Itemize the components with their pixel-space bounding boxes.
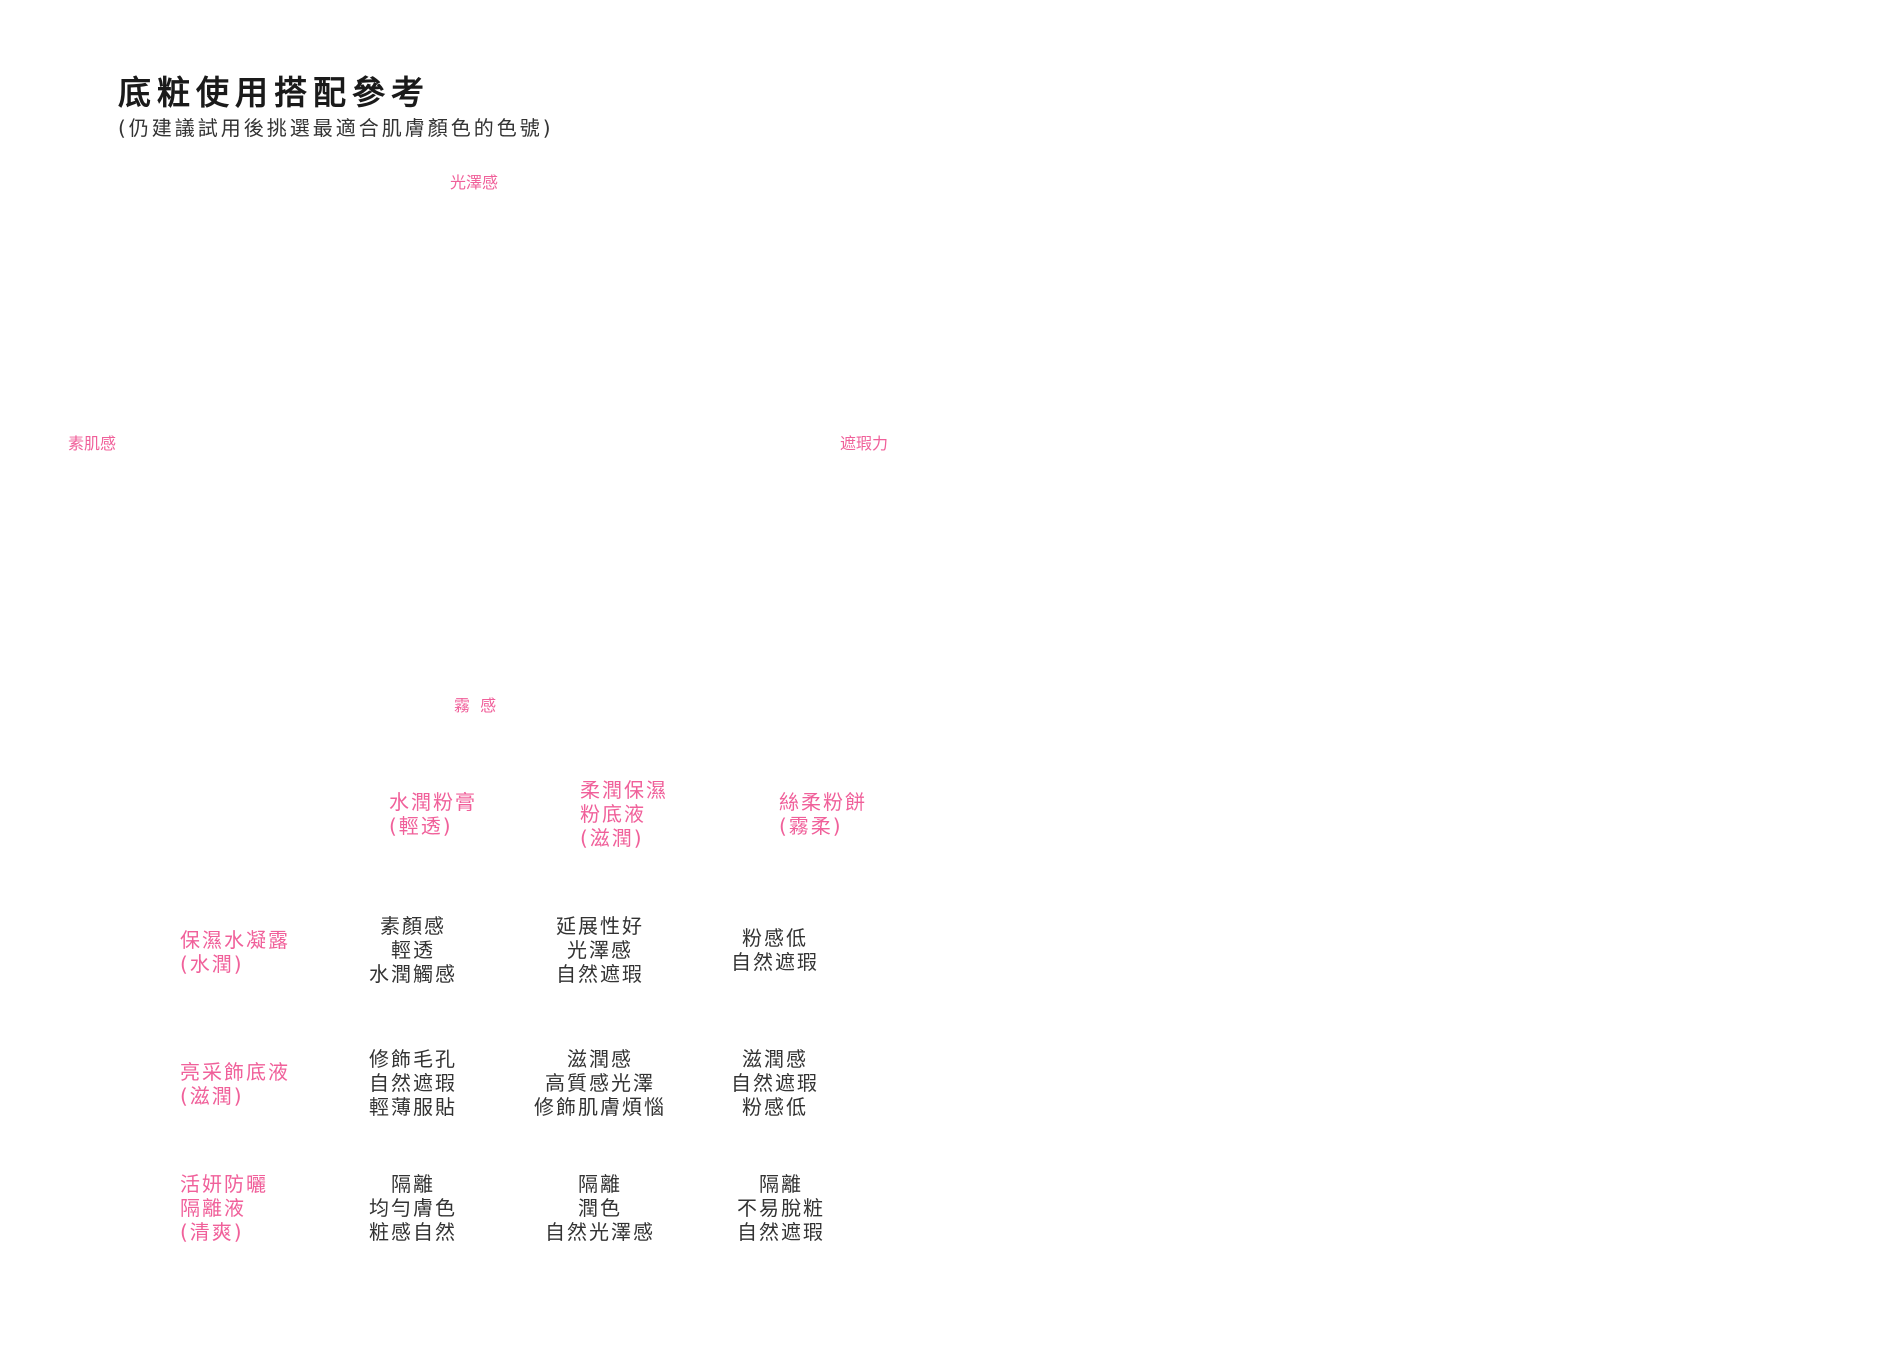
page-title: 底粧使用搭配參考 <box>118 73 430 112</box>
row-header: 活妍防曬 隔離液 (清爽) <box>180 1172 268 1244</box>
table-cell: 隔離 均勻膚色 粧感自然 <box>369 1172 457 1244</box>
row-header: 亮采飾底液 (滋潤) <box>180 1060 290 1108</box>
table-cell: 修飾毛孔 自然遮瑕 輕薄服貼 <box>369 1047 457 1119</box>
table-cell: 隔離 潤色 自然光澤感 <box>545 1172 655 1244</box>
row-header: 保濕水凝露 (水潤) <box>180 928 290 976</box>
table-cell: 延展性好 光澤感 自然遮瑕 <box>556 914 644 986</box>
table-cell: 粉感低 自然遮瑕 <box>731 926 819 974</box>
axis-label-top: 光澤感 <box>450 173 499 192</box>
table-cell: 隔離 不易脫粧 自然遮瑕 <box>737 1172 825 1244</box>
column-header: 水潤粉膏 (輕透) <box>389 790 477 838</box>
axis-label-right: 遮瑕力 <box>840 434 889 453</box>
axis-label-bottom: 霧 感 <box>454 696 497 715</box>
table-cell: 素顏感 輕透 水潤觸感 <box>369 914 457 986</box>
page-subtitle: (仍建議試用後挑選最適合肌膚顏色的色號) <box>118 116 554 140</box>
axis-label-left: 素肌感 <box>68 434 117 453</box>
table-cell: 滋潤感 自然遮瑕 粉感低 <box>731 1047 819 1119</box>
column-header: 柔潤保濕 粉底液 (滋潤) <box>580 778 668 850</box>
column-header: 絲柔粉餅 (霧柔) <box>779 790 867 838</box>
table-cell: 滋潤感 高質感光澤 修飾肌膚煩惱 <box>534 1047 666 1119</box>
